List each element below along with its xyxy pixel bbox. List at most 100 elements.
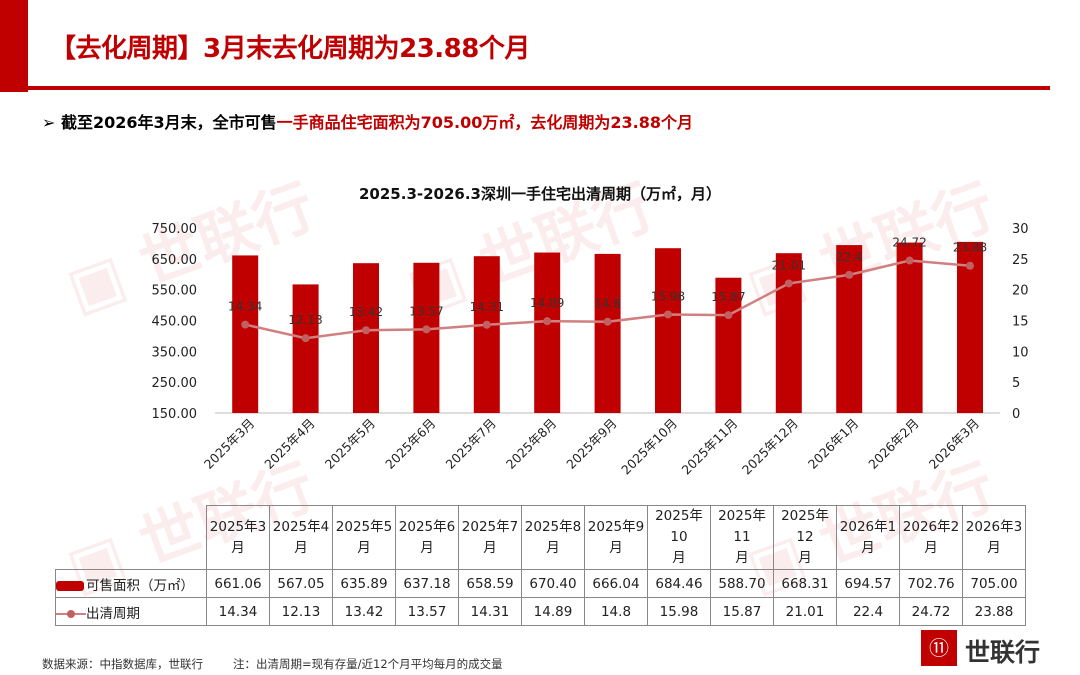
cycle-point	[543, 317, 552, 326]
header-line: 月	[294, 539, 308, 556]
cycle-point	[664, 310, 672, 319]
header-line: 月	[546, 539, 560, 556]
table-cell-cycle: 13.57	[395, 597, 459, 626]
table-cell-area: 684.46	[647, 569, 711, 598]
header-line: 月	[483, 539, 497, 556]
right-axis-tick: 5	[1012, 376, 1020, 391]
cycle-point	[966, 261, 974, 270]
x-axis-tick: 2025年7月	[443, 416, 499, 472]
cycle-point	[905, 256, 914, 265]
bar	[775, 253, 802, 413]
table-cell-area: 567.05	[269, 569, 333, 598]
table-cell-cycle: 14.34	[206, 597, 270, 626]
header-line: 月	[924, 539, 938, 556]
x-axis-tick: 2026年2月	[865, 416, 921, 472]
footnote: 注：出清周期=现有存量/近12个月平均每月的成交量	[233, 657, 503, 671]
table-cell-area: 658.59	[458, 569, 522, 598]
header-line: 2025年6	[398, 518, 456, 535]
bar-legend-swatch	[56, 580, 84, 591]
bar	[594, 253, 621, 413]
column-header: 2025年7 月	[458, 505, 522, 570]
column-header: 2025年8 月	[521, 505, 585, 570]
x-axis-tick: 2025年3月	[201, 416, 257, 472]
x-axis-tick: 2026年3月	[926, 416, 982, 472]
header-line: 月	[357, 539, 371, 556]
chart: 150.00 250.00 350.00 450.00 550.00 650.00 750.…	[152, 222, 1029, 478]
x-axis-tick: 2025年12月	[739, 416, 801, 478]
column-header: 2025年5 月	[332, 505, 396, 570]
cycle-point	[724, 311, 733, 320]
header-divider	[28, 86, 1050, 90]
cycle-data-label: 14.8	[594, 297, 621, 311]
cycle-point	[422, 325, 431, 334]
subtitle-highlight: 一手商品住宅面积为705.00万㎡，去化周期为23.88个月	[276, 113, 694, 132]
header-line: 2025年3	[209, 518, 267, 535]
cycle-point	[784, 279, 793, 288]
header-accent-bar	[0, 0, 28, 92]
table-cell-area: 668.31	[773, 569, 837, 598]
column-header: 2026年2 月	[899, 505, 963, 570]
logo-icon: ⑪	[921, 630, 957, 666]
cycle-data-label: 12.13	[288, 313, 322, 327]
header-line: 月	[735, 550, 749, 566]
column-header: 2025年11 月	[710, 505, 774, 570]
table-cell-area: 705.00	[962, 569, 1026, 598]
x-axis-tick: 2025年5月	[322, 416, 378, 472]
cycle-point	[845, 270, 854, 279]
left-axis-tick: 150.00	[152, 407, 198, 422]
table-cell-cycle: 12.13	[269, 597, 333, 626]
header-line: 2025年10	[655, 508, 703, 545]
header-line: 2025年12	[781, 508, 829, 545]
logo-text: 世联行	[965, 638, 1041, 667]
left-axis-tick: 650.00	[152, 253, 198, 268]
table-cell-cycle: 15.87	[710, 597, 774, 626]
cycle-data-label: 21.01	[772, 258, 806, 272]
row-label-area: 可售面积（万㎡）	[55, 569, 207, 598]
cycle-point	[603, 317, 612, 326]
x-axis-tick: 2025年11月	[678, 416, 740, 478]
table-cell-cycle: 13.42	[332, 597, 396, 626]
table-cell-area: 694.57	[836, 569, 900, 598]
x-axis-tick: 2025年10月	[618, 416, 680, 478]
bar	[836, 245, 863, 413]
left-axis-tick: 450.00	[152, 315, 198, 330]
header-line: 月	[672, 550, 686, 566]
table-cell-area: 635.89	[332, 569, 396, 598]
header-line: 2026年3	[965, 518, 1023, 535]
table-cell-area: 670.40	[521, 569, 585, 598]
page-title: 【去化周期】3月末去化周期为23.88个月	[50, 34, 530, 64]
row-label-text: 可售面积（万㎡）	[86, 577, 194, 594]
x-axis-tick: 2025年6月	[382, 416, 438, 472]
table-cell-cycle: 14.8	[584, 597, 648, 626]
column-header: 2026年1 月	[836, 505, 900, 570]
header-line: 月	[987, 539, 1001, 556]
bar	[353, 263, 379, 413]
table-cell-cycle: 15.98	[647, 597, 711, 626]
right-axis-tick: 25	[1012, 253, 1029, 268]
bar	[292, 284, 319, 413]
bar	[957, 241, 983, 413]
header-line: 月	[609, 539, 623, 556]
table-cell-cycle: 22.4	[836, 597, 900, 626]
bar	[413, 262, 440, 413]
cycle-data-label: 14.89	[530, 296, 564, 310]
cycle-data-label: 13.57	[409, 304, 443, 318]
cycle-data-label: 23.88	[953, 241, 987, 255]
cycle-data-label: 14.31	[470, 300, 504, 314]
right-axis-tick: 10	[1012, 345, 1029, 360]
left-axis-tick: 250.00	[152, 376, 198, 391]
header-line: 2026年1	[839, 518, 897, 535]
table-cell-cycle: 14.89	[521, 597, 585, 626]
row-label-cycle: 出清周期	[55, 597, 207, 626]
header-line: 月	[231, 539, 245, 556]
bar	[896, 242, 923, 413]
bullet-arrow-icon: ➢	[42, 113, 61, 132]
cycle-point	[482, 320, 491, 329]
table-cell-area: 666.04	[584, 569, 648, 598]
table-cell-area: 702.76	[899, 569, 963, 598]
chart-title: 2025.3-2026.3深圳一手住宅出清周期（万㎡，月）	[359, 185, 721, 203]
right-axis-tick: 30	[1012, 222, 1029, 237]
header-line: 月	[798, 550, 812, 566]
bar	[473, 256, 500, 413]
header-line: 月	[420, 539, 434, 556]
